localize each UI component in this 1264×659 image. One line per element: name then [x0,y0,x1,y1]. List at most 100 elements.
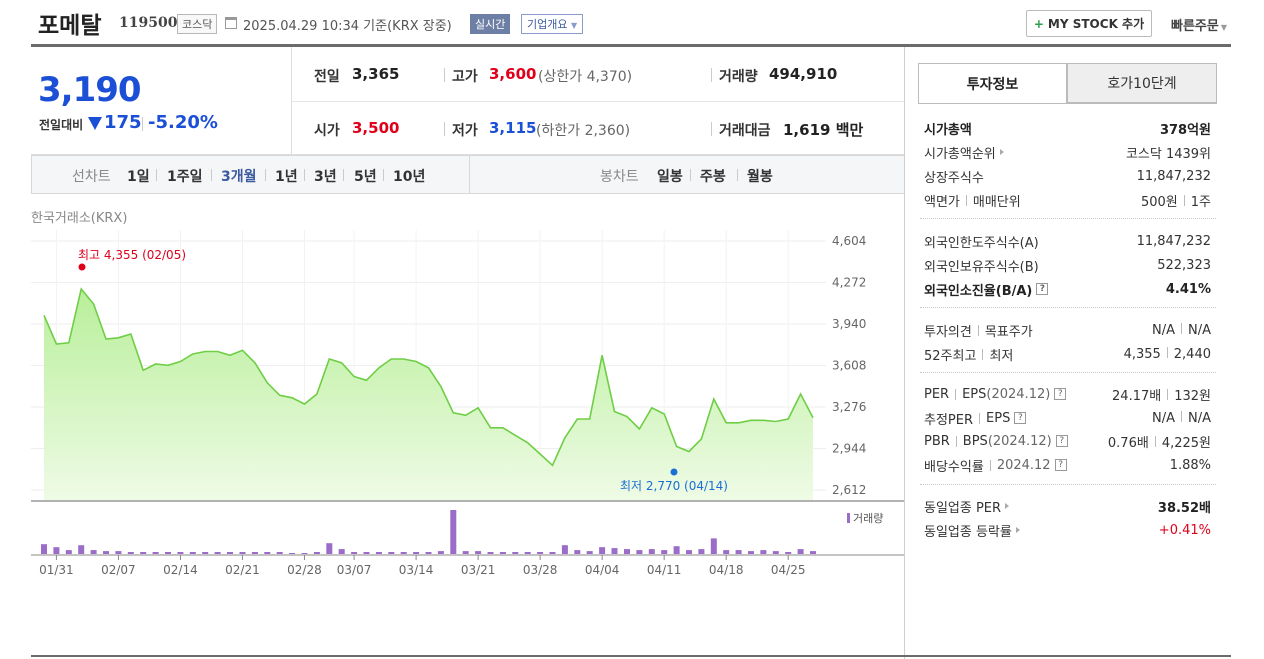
volume-bar [202,552,209,554]
period-3m[interactable]: 3개월 [221,169,257,185]
per-label-wrap: PER EPS (2024.12)? [924,386,1067,402]
volume-bar [611,548,618,554]
volume-bar [512,552,519,554]
open-label: 시가 [314,123,340,139]
opinion-value: N/A [1152,322,1175,338]
tab-order-book[interactable]: 호가10단계 [1067,63,1217,103]
volume-value: 494,910 [769,65,838,83]
est-per-row: 추정PER EPS? N/A N/A [924,408,1211,428]
company-overview-button[interactable]: 기업개요 ▼ [521,14,584,34]
candle-chart-label: 봉차트 [600,169,639,185]
volume-bars [41,510,816,554]
period-10y[interactable]: 10년 [393,169,426,185]
volume-bar [785,552,792,554]
est-per-value: N/A [1152,410,1175,426]
help-icon[interactable]: ? [1036,283,1049,295]
volume-bar [537,552,544,554]
volume-bar [152,552,159,554]
sector-change-label-wrap[interactable]: 동일업종 등락률 [924,521,1020,540]
prev-compare-label: 전일대비 [39,118,84,132]
prev-close-label: 전일 [314,69,340,85]
high-annotation: 최고 4,355 (02/05) [78,248,186,262]
volume-bar [140,552,147,554]
divider [1183,194,1185,206]
candle-monthly[interactable]: 월봉 [747,169,773,185]
per-row: PER EPS (2024.12)? 24.17배 132원 [924,384,1211,404]
x-tick-label: 03/21 [461,563,496,577]
tab-investment-info[interactable]: 투자정보 [918,63,1067,103]
help-icon[interactable]: ? [1054,388,1067,400]
upper-limit-value: 4,370 [586,69,627,85]
volume-bar [65,550,72,554]
volume-bar [264,552,271,554]
divider [343,169,344,181]
divider [737,169,738,181]
live-badge[interactable]: 실시간 [470,14,511,34]
help-icon[interactable]: ? [1014,412,1027,424]
par-value-wrap: 500원 1주 [1141,191,1211,210]
eps-year: (2024.12) [986,386,1051,402]
volume-bar [462,551,469,554]
volume-bar [450,510,457,554]
sector-per-row: 동일업종 PER 38.52배 [924,496,1211,516]
est-per-label-wrap: 추정PER EPS? [924,409,1027,428]
market-cap-row: 시가총액 378억원 [924,118,1211,138]
volume-bar [648,549,655,554]
my-stock-add-button[interactable]: + MY STOCK 추가 [1026,10,1152,37]
sector-per-label-wrap[interactable]: 동일업종 PER [924,497,1010,516]
w52-high-value: 4,355 [1123,346,1161,362]
foreign-rate-value: 4.41% [1165,281,1211,297]
period-5y[interactable]: 5년 [354,169,377,185]
period-1y[interactable]: 1년 [275,169,298,185]
target-label: 목표주가 [984,324,1033,340]
datetime-text: 2025.04.29 10:34 [243,19,360,34]
period-1w[interactable]: 1주일 [167,169,203,185]
candle-daily[interactable]: 일봉 [657,169,683,185]
candle-weekly[interactable]: 주봉 [700,169,726,185]
divider [1166,346,1168,358]
divider [711,122,712,136]
help-icon[interactable]: ? [1054,459,1067,471]
chevron-down-icon: ▼ [1220,23,1227,32]
divider [383,169,384,181]
per-value-wrap: 24.17배 132원 [1112,385,1211,404]
upper-limit-close: ) [626,69,633,85]
volume-bar [115,551,122,554]
volume-bar [313,552,320,554]
quick-order-button[interactable]: 빠른주문 ▼ [1171,15,1227,34]
my-stock-label: MY STOCK 추가 [1047,17,1145,31]
volume-bar [686,550,692,554]
volume-bar [475,551,482,554]
help-icon[interactable]: ? [1055,435,1068,447]
x-tick-label: 03/14 [399,563,434,577]
volume-bar [177,552,184,554]
quick-order-label: 빠른주문 [1171,19,1219,34]
divider [920,372,1216,373]
volume-bar [574,550,581,554]
w52-value-wrap: 4,355 2,440 [1123,346,1211,362]
divider [211,169,212,181]
shares-value: 11,847,232 [1136,168,1211,184]
volume-bar [214,552,221,554]
low-marker [670,468,678,476]
price-chart[interactable]: 4,604 4,272 3,940 3,608 3,276 2,944 2,612 최고 4… [31,230,905,580]
volume-bar [165,552,171,554]
volume-bar [375,552,382,554]
opinion-label-wrap: 투자의견 목표주가 [924,321,1033,340]
bottom-divider [31,655,1231,657]
divider [156,169,157,181]
divider [1181,410,1182,422]
foreign-hold-row: 외국인보유주식수(B) 522,323 [924,255,1211,275]
par-label-wrap: 액면가 매매단위 [924,191,1021,210]
volume-bar [90,550,97,554]
period-3y[interactable]: 3년 [314,169,337,185]
volume-bar [524,552,531,554]
cap-rank-label-wrap[interactable]: 시가총액순위 [924,143,1004,162]
datetime-basis: 기준(KRX 장중) [363,19,452,34]
amount-label: 거래대금 [719,123,771,139]
volume-bar [735,550,742,554]
high-value: 3,600 [489,65,537,83]
volume-bar [624,549,630,554]
period-1d[interactable]: 1일 [127,169,150,185]
est-eps-label: EPS [986,410,1011,426]
